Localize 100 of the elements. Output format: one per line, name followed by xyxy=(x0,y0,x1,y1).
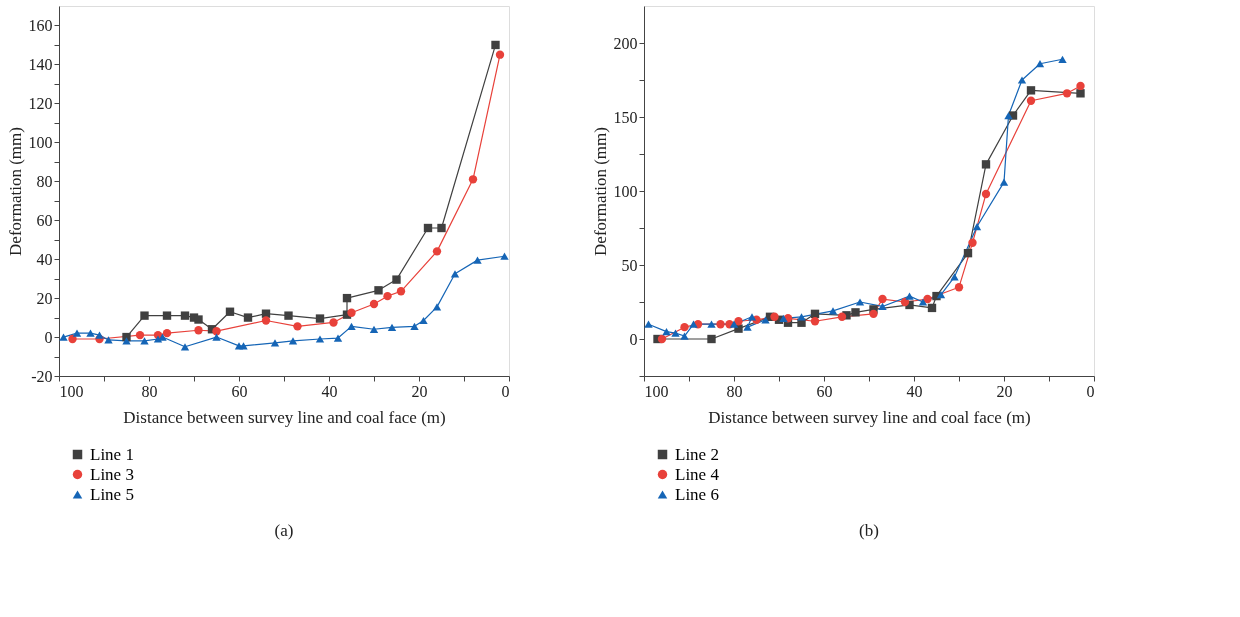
point xyxy=(1062,89,1072,98)
legend-label: Line 4 xyxy=(675,464,720,484)
y-tick-label: 0 xyxy=(44,328,53,346)
point xyxy=(122,337,131,345)
point xyxy=(194,315,203,324)
point xyxy=(347,322,356,330)
x-tick-label: 20 xyxy=(411,382,428,400)
x-tick-label: 60 xyxy=(816,382,833,400)
point xyxy=(68,334,77,344)
y-tick-label: 200 xyxy=(613,34,638,52)
point xyxy=(954,283,964,292)
point xyxy=(329,318,338,327)
point xyxy=(162,328,172,338)
point xyxy=(1035,60,1045,68)
point xyxy=(972,222,982,231)
point xyxy=(761,316,770,324)
point xyxy=(680,322,689,332)
point xyxy=(810,317,820,326)
point xyxy=(878,294,887,304)
y-tick-label: 0 xyxy=(629,330,638,348)
point xyxy=(1026,96,1036,105)
point xyxy=(225,307,235,316)
point xyxy=(797,313,806,321)
point xyxy=(689,320,698,328)
y-tick-label: -20 xyxy=(31,367,53,385)
point xyxy=(347,308,356,317)
point xyxy=(851,308,860,317)
point xyxy=(180,311,190,320)
y-axis-title: Deformation (mm) xyxy=(5,127,25,256)
point xyxy=(158,333,167,341)
x-tick-label: 0 xyxy=(501,382,510,400)
legend-label: Line 5 xyxy=(90,484,134,504)
point xyxy=(936,290,946,299)
point xyxy=(923,294,932,304)
point xyxy=(95,331,104,339)
point xyxy=(315,335,325,343)
point xyxy=(968,238,977,247)
x-tick-label: 100 xyxy=(59,382,84,400)
point xyxy=(999,178,1009,186)
y-tick-label: 150 xyxy=(613,108,638,126)
point xyxy=(680,332,689,340)
point xyxy=(162,311,172,320)
point xyxy=(212,333,221,341)
point xyxy=(837,312,847,321)
point xyxy=(243,313,253,322)
x-tick-label: 40 xyxy=(321,382,338,400)
point xyxy=(261,316,271,325)
point xyxy=(747,313,757,321)
point xyxy=(491,40,500,50)
point xyxy=(1076,81,1085,91)
point xyxy=(905,292,914,300)
point xyxy=(770,312,779,321)
point xyxy=(212,327,221,336)
point xyxy=(855,298,865,306)
y-tick-label: 140 xyxy=(28,55,53,73)
y-tick-label: 120 xyxy=(28,94,53,112)
point xyxy=(981,160,991,169)
y-tick-label: 40 xyxy=(36,250,53,268)
y-tick-label: 60 xyxy=(36,211,53,229)
y-tick-label: 100 xyxy=(613,182,638,200)
legend-label: Line 3 xyxy=(90,464,134,484)
point xyxy=(432,247,442,256)
point xyxy=(369,325,379,333)
point xyxy=(369,299,379,309)
y-tick-label: 160 xyxy=(28,16,53,34)
point xyxy=(288,337,298,345)
point xyxy=(315,314,325,323)
point xyxy=(239,342,248,350)
point xyxy=(86,329,95,337)
text: (b) xyxy=(859,521,879,540)
y-tick-label: 50 xyxy=(621,256,638,274)
x-tick-label: 20 xyxy=(996,382,1013,400)
point xyxy=(135,330,145,340)
point xyxy=(72,329,82,337)
point xyxy=(927,303,937,313)
point xyxy=(963,248,973,258)
legend-label: Line 2 xyxy=(675,444,719,464)
x-tick-label: 60 xyxy=(231,382,248,400)
point xyxy=(662,327,671,336)
point xyxy=(1076,89,1085,98)
point xyxy=(869,309,878,319)
point xyxy=(1026,86,1036,95)
point xyxy=(468,175,478,184)
point xyxy=(450,270,460,278)
point xyxy=(396,287,406,296)
point xyxy=(419,316,428,325)
point xyxy=(473,256,482,264)
point xyxy=(671,329,680,337)
point xyxy=(423,223,433,233)
point xyxy=(828,307,838,315)
legend-label: Line 1 xyxy=(90,444,134,464)
point xyxy=(410,322,419,330)
point xyxy=(495,50,505,59)
point xyxy=(1017,76,1027,84)
point xyxy=(374,286,383,295)
point xyxy=(707,334,716,344)
y-tick-label: 80 xyxy=(36,172,53,190)
y-tick-label: 20 xyxy=(36,289,53,307)
point xyxy=(180,343,190,351)
y-axis-title: Deformation (mm) xyxy=(590,127,610,256)
